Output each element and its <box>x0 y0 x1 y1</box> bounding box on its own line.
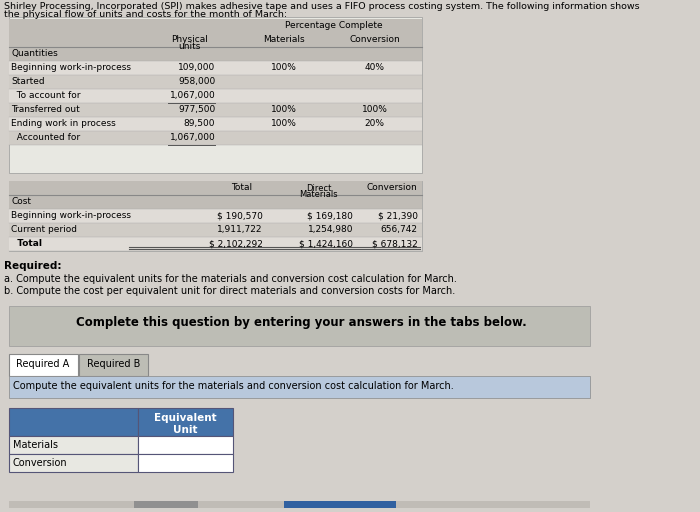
FancyBboxPatch shape <box>8 181 422 195</box>
FancyBboxPatch shape <box>8 89 422 103</box>
Text: Transferred out: Transferred out <box>11 105 80 114</box>
FancyBboxPatch shape <box>8 19 422 33</box>
FancyBboxPatch shape <box>134 501 198 508</box>
Text: 656,742: 656,742 <box>381 225 418 234</box>
Text: Accounted for: Accounted for <box>11 133 80 142</box>
FancyBboxPatch shape <box>8 408 138 436</box>
Text: Materials: Materials <box>13 440 58 450</box>
Text: Equivalent
Unit: Equivalent Unit <box>154 413 216 435</box>
Text: Quantities: Quantities <box>11 49 58 58</box>
Text: $ 2,102,292: $ 2,102,292 <box>209 239 262 248</box>
Text: 1,254,980: 1,254,980 <box>308 225 354 234</box>
FancyBboxPatch shape <box>8 195 422 209</box>
Text: Required A: Required A <box>16 359 70 369</box>
Text: Conversion: Conversion <box>349 35 400 44</box>
Text: $ 190,570: $ 190,570 <box>217 211 262 220</box>
Text: 100%: 100% <box>272 119 298 128</box>
Text: Compute the equivalent units for the materials and conversion cost calculation f: Compute the equivalent units for the mat… <box>13 381 454 391</box>
Text: 100%: 100% <box>272 63 298 72</box>
Text: the physical flow of units and costs for the month of March:: the physical flow of units and costs for… <box>4 10 288 19</box>
Text: Total: Total <box>11 239 42 248</box>
Text: 977,500: 977,500 <box>178 105 216 114</box>
FancyBboxPatch shape <box>8 131 422 145</box>
Text: To account for: To account for <box>11 91 80 100</box>
Text: Ending work in process: Ending work in process <box>11 119 116 128</box>
FancyBboxPatch shape <box>8 306 590 346</box>
Text: 109,000: 109,000 <box>178 63 216 72</box>
Text: Cost: Cost <box>11 197 32 206</box>
Text: 958,000: 958,000 <box>178 77 216 86</box>
Text: units: units <box>178 42 201 51</box>
Text: $ 169,180: $ 169,180 <box>307 211 354 220</box>
FancyBboxPatch shape <box>138 436 232 454</box>
Text: Materials: Materials <box>263 35 305 44</box>
Text: 100%: 100% <box>272 105 298 114</box>
FancyBboxPatch shape <box>8 181 422 251</box>
FancyBboxPatch shape <box>138 408 232 436</box>
Text: Total: Total <box>230 183 252 192</box>
Text: $ 21,390: $ 21,390 <box>378 211 418 220</box>
Text: a. Compute the equivalent units for the materials and conversion cost calculatio: a. Compute the equivalent units for the … <box>4 274 457 284</box>
FancyBboxPatch shape <box>138 454 232 472</box>
Text: Conversion: Conversion <box>13 458 67 468</box>
FancyBboxPatch shape <box>8 209 422 223</box>
FancyBboxPatch shape <box>8 501 590 508</box>
FancyBboxPatch shape <box>8 47 422 61</box>
Text: Conversion: Conversion <box>367 183 417 192</box>
FancyBboxPatch shape <box>8 33 422 47</box>
Text: 89,500: 89,500 <box>184 119 216 128</box>
FancyBboxPatch shape <box>284 501 396 508</box>
Text: Shirley Processing, Incorporated (SPI) makes adhesive tape and uses a FIFO proce: Shirley Processing, Incorporated (SPI) m… <box>4 2 640 11</box>
Text: 40%: 40% <box>365 63 385 72</box>
FancyBboxPatch shape <box>79 354 148 376</box>
Text: Percentage Complete: Percentage Complete <box>285 21 383 30</box>
Text: 1,067,000: 1,067,000 <box>169 133 216 142</box>
Text: Materials: Materials <box>300 190 338 199</box>
Text: Beginning work-in-process: Beginning work-in-process <box>11 211 131 220</box>
FancyBboxPatch shape <box>8 61 422 75</box>
Text: $ 1,424,160: $ 1,424,160 <box>299 239 354 248</box>
Text: $ 678,132: $ 678,132 <box>372 239 418 248</box>
FancyBboxPatch shape <box>8 454 138 472</box>
Text: Beginning work-in-process: Beginning work-in-process <box>11 63 131 72</box>
Text: b. Compute the cost per equivalent unit for direct materials and conversion cost: b. Compute the cost per equivalent unit … <box>4 286 456 296</box>
FancyBboxPatch shape <box>8 117 422 131</box>
Text: Physical: Physical <box>171 35 208 44</box>
FancyBboxPatch shape <box>8 354 78 376</box>
Text: Started: Started <box>11 77 45 86</box>
Text: Direct: Direct <box>306 184 331 193</box>
FancyBboxPatch shape <box>8 376 590 398</box>
Text: 20%: 20% <box>365 119 385 128</box>
Text: Current period: Current period <box>11 225 77 234</box>
FancyBboxPatch shape <box>8 436 138 454</box>
Text: 1,067,000: 1,067,000 <box>169 91 216 100</box>
Text: 1,911,722: 1,911,722 <box>217 225 262 234</box>
FancyBboxPatch shape <box>8 17 422 173</box>
FancyBboxPatch shape <box>8 75 422 89</box>
Text: Required B: Required B <box>87 359 141 369</box>
FancyBboxPatch shape <box>8 237 422 251</box>
Text: Complete this question by entering your answers in the tabs below.: Complete this question by entering your … <box>76 316 527 329</box>
FancyBboxPatch shape <box>8 103 422 117</box>
Text: Required:: Required: <box>4 261 62 271</box>
FancyBboxPatch shape <box>8 223 422 237</box>
Text: 100%: 100% <box>362 105 388 114</box>
